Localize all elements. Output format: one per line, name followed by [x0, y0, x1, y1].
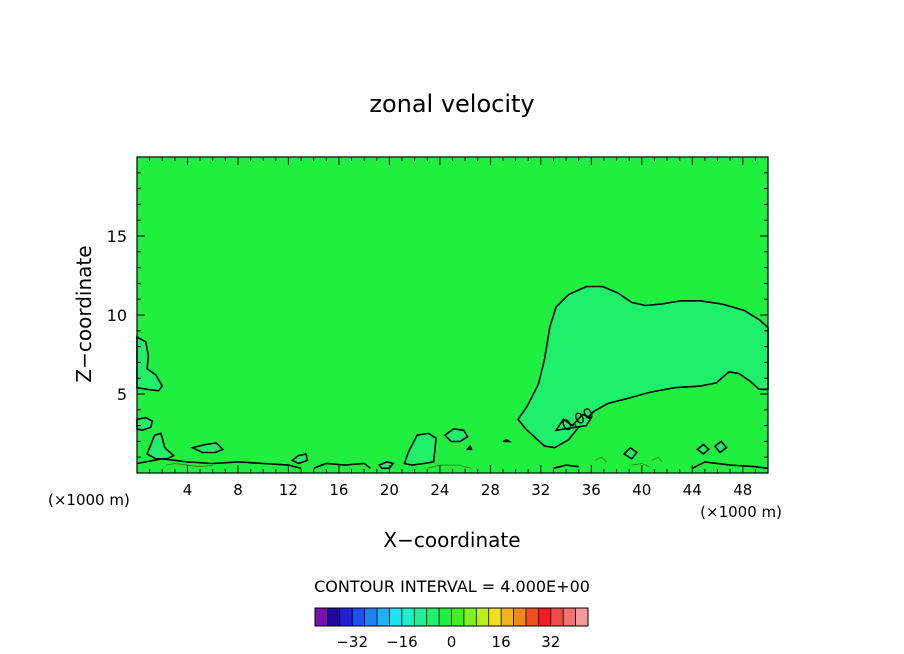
x-tick-labels: 4 8 12 16 20 24 28 32 36 40 44 48	[183, 481, 753, 499]
colorbar	[314, 607, 589, 627]
y-tick-label: 5	[117, 385, 127, 404]
x-tick-label: 24	[430, 481, 449, 499]
chart-title: zonal velocity	[369, 90, 534, 118]
colorbar-tick-label: 0	[447, 633, 457, 651]
contour-loop-6	[403, 432, 437, 466]
contour-line-3	[691, 461, 769, 470]
x-unit-left: (×1000 m)	[48, 491, 130, 509]
x-tick-label: 32	[531, 481, 550, 499]
x-tick-label: 4	[183, 481, 193, 499]
plot-frame	[136, 156, 769, 474]
minor-contour-3	[631, 462, 650, 468]
x-tick-label: 40	[632, 481, 651, 499]
colorbar-swatch	[315, 608, 328, 626]
colorbar-swatch	[401, 608, 415, 626]
colorbar-swatch	[451, 608, 465, 626]
colorbar-swatch	[327, 608, 341, 626]
y-tick-label: 15	[107, 227, 127, 246]
colorbar-swatch	[414, 608, 427, 626]
minor-contour-1	[427, 464, 472, 469]
x-tick-label: 28	[481, 481, 500, 499]
contour-loop-13	[713, 440, 728, 454]
colorbar-swatch	[439, 608, 452, 626]
contour-loop-3	[190, 442, 225, 454]
colorbar-tick-labels: −32 −16 0 16 32	[336, 633, 560, 651]
colorbar-swatch	[550, 608, 564, 626]
colorbar-swatch	[538, 608, 552, 626]
contour-loop-4	[290, 453, 309, 465]
colorbar-swatch	[463, 608, 477, 626]
minor-contour-2	[594, 456, 607, 463]
colorbar-swatch	[563, 608, 576, 626]
colorbar-swatch	[575, 608, 589, 626]
colorbar-swatch	[501, 608, 514, 626]
y-tick-labels: 5 10 15	[107, 227, 127, 404]
colorbar-tick-label: 16	[492, 633, 511, 651]
x-tick-label: 36	[582, 481, 601, 499]
x-tick-label: 48	[733, 481, 752, 499]
x-tick-label: 16	[329, 481, 348, 499]
y-tick-label: 10	[107, 306, 127, 325]
x-tick-label: 44	[683, 481, 702, 499]
contour-loop-1	[136, 416, 153, 432]
contour-loop-7	[443, 427, 469, 443]
colorbar-swatch	[426, 608, 440, 626]
y-axis-label: Z−coordinate	[72, 245, 96, 382]
colorbar-tick-label: −16	[386, 633, 418, 651]
contour-loop-9	[502, 438, 513, 443]
x-tick-label: 12	[279, 481, 298, 499]
contour-line-2	[553, 464, 579, 470]
colorbar-swatch	[525, 608, 539, 626]
x-tick-label: 20	[380, 481, 399, 499]
colorbar-swatch	[389, 608, 403, 626]
colorbar-swatch	[488, 608, 502, 626]
contour-interval-text: CONTOUR INTERVAL = 4.000E+00	[314, 577, 590, 596]
colorbar-tick-label: −32	[336, 633, 368, 651]
minor-contour-4	[651, 456, 663, 463]
colorbar-swatch	[476, 608, 490, 626]
colorbar-swatch	[364, 608, 378, 626]
contour-loop-2	[146, 432, 176, 460]
contour-loop-12	[695, 443, 710, 456]
colorbar-border	[314, 607, 589, 627]
colorbar-swatch	[339, 608, 353, 626]
colorbar-swatch	[377, 608, 390, 626]
colorbar-swatch	[513, 608, 527, 626]
contour-loop-0	[136, 335, 164, 392]
colorbar-swatch	[352, 608, 365, 626]
x-unit-right: (×1000 m)	[700, 503, 782, 521]
contour-loop-8	[465, 444, 473, 451]
contour-line-0	[136, 457, 302, 470]
contour-loop-11	[622, 446, 638, 460]
contour-regions	[136, 285, 769, 470]
x-tick-label: 8	[233, 481, 243, 499]
x-axis-label: X−coordinate	[383, 528, 520, 552]
contour-loop-10	[554, 413, 593, 432]
colorbar-tick-label: 32	[541, 633, 560, 651]
contour-line-1	[313, 462, 371, 470]
